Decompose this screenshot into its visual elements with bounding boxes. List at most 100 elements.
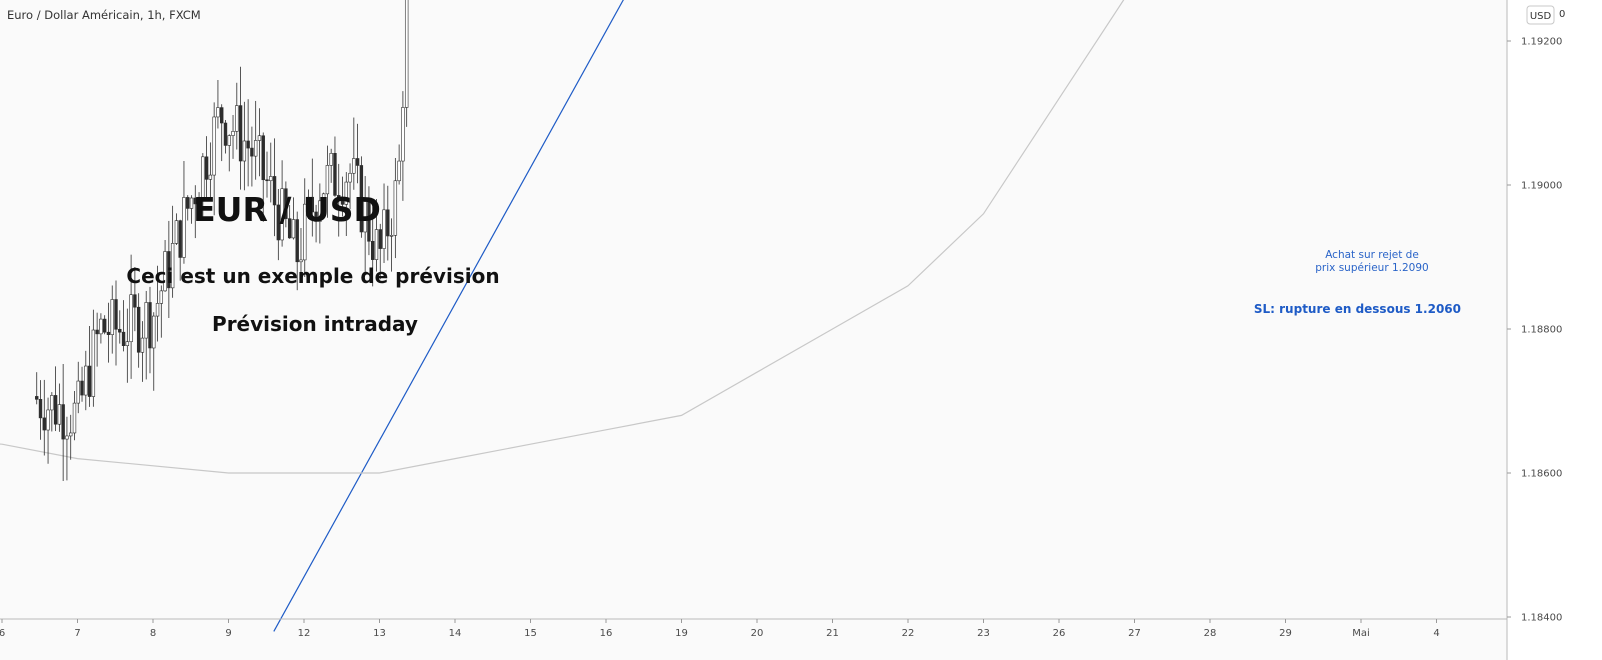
candle-up	[374, 229, 379, 260]
candle-up	[303, 203, 307, 261]
candle-up	[397, 160, 401, 182]
x-tick-label: 7	[74, 628, 80, 639]
candle-up	[269, 176, 273, 182]
candle-up	[201, 156, 205, 200]
forecast-subtitle: Ceci est un exemple de prévision	[126, 264, 499, 288]
x-tick-label: 14	[449, 628, 462, 639]
candle-up	[227, 135, 231, 146]
candle-down	[87, 365, 92, 397]
x-tick-label: 20	[751, 628, 764, 639]
candle-up	[389, 234, 394, 237]
y-tick-label: 1.19000	[1521, 181, 1562, 192]
corner-value: 0	[1559, 9, 1565, 20]
x-tick-label: 9	[225, 628, 231, 639]
candle-down	[95, 329, 99, 335]
candle-up	[212, 116, 216, 176]
x-tick-label: Mai	[1352, 628, 1370, 639]
buy-note-line2: prix supérieur 1.2090	[1315, 262, 1428, 274]
candle-up	[197, 198, 201, 205]
time-axis[interactable]: 6 7 8 9 12 13 14 15 16 19 20 21 22 23 26 27 28 29 Mai 4	[0, 618, 1507, 639]
candle-up	[348, 172, 352, 183]
candle-up	[76, 380, 80, 404]
candle-down	[178, 220, 182, 258]
symbol-title: Euro / Dollar Américain, 1h, FXCM	[7, 8, 201, 22]
candle-up	[257, 135, 262, 141]
candle-down	[355, 158, 360, 166]
candle-down	[276, 204, 281, 241]
candle-down	[136, 306, 141, 353]
x-tick-label: 29	[1279, 628, 1292, 639]
y-tick-label: 1.19200	[1521, 37, 1562, 48]
x-tick-label: 16	[600, 628, 613, 639]
trendlines	[0, 0, 1006, 632]
candle-down	[38, 399, 43, 419]
candle-down	[114, 299, 118, 330]
candle-up	[242, 140, 247, 162]
x-tick-label: 23	[977, 628, 990, 639]
candle-down	[295, 219, 299, 263]
candle-up	[91, 329, 96, 397]
candle-up	[344, 181, 348, 205]
candle-up	[321, 193, 326, 202]
candle-up	[393, 180, 398, 236]
candle-up	[99, 318, 103, 335]
x-tick-label: 12	[298, 628, 311, 639]
candle-up	[69, 432, 73, 437]
candle-up	[152, 315, 156, 349]
candle-up	[352, 158, 356, 174]
candle-down	[53, 395, 58, 425]
candle-down	[367, 201, 371, 242]
candle-down	[238, 105, 243, 162]
price-axis-background	[1507, 0, 1602, 660]
candle-down	[133, 294, 137, 308]
x-tick-label: 19	[675, 628, 688, 639]
candle-up	[182, 197, 186, 258]
candle-down	[42, 417, 46, 431]
candle-up	[72, 402, 77, 434]
x-tick-label: 26	[1053, 628, 1066, 639]
candle-down	[340, 199, 345, 205]
candle-down	[106, 331, 111, 335]
trendline-resistance	[0, 0, 1006, 185]
candle-up	[140, 337, 145, 353]
candle-up	[159, 290, 164, 304]
x-tick-label: 22	[902, 628, 915, 639]
candle-up	[401, 107, 405, 162]
moving-average	[0, 0, 1125, 474]
candles[interactable]	[35, 0, 1261, 481]
candle-down	[378, 229, 382, 249]
x-tick-label: 4	[1433, 628, 1439, 639]
candle-up	[306, 196, 311, 205]
candle-down	[118, 328, 122, 333]
candle-down	[35, 396, 39, 400]
candle-up	[216, 107, 220, 118]
price-axis[interactable]: 1.184001.186001.188001.190001.192001.194…	[1506, 0, 1602, 660]
y-tick-label: 1.18400	[1521, 613, 1562, 624]
candle-up	[291, 219, 296, 239]
candle-down	[359, 165, 364, 233]
x-tick-label: 28	[1204, 628, 1217, 639]
y-tick-label: 1.18600	[1521, 469, 1562, 480]
x-tick-label: 27	[1128, 628, 1141, 639]
currency-button[interactable]: USD	[1526, 5, 1555, 25]
candle-down	[223, 122, 228, 146]
candle-down	[284, 188, 288, 219]
candle-up	[46, 409, 50, 431]
candle-up	[65, 435, 69, 440]
currency-label: USD	[1530, 11, 1552, 22]
candle-up	[129, 294, 133, 343]
x-tick-label: 15	[524, 628, 537, 639]
candle-down	[167, 251, 171, 289]
x-tick-label: 13	[373, 628, 386, 639]
candle-down	[246, 140, 250, 149]
candle-up	[125, 341, 130, 347]
candle-up	[84, 365, 88, 396]
candle-down	[250, 147, 254, 157]
candle-down	[310, 196, 315, 213]
candle-down	[61, 404, 65, 440]
candle-down	[102, 318, 107, 333]
candle-down	[386, 209, 390, 237]
candle-up	[144, 302, 148, 339]
